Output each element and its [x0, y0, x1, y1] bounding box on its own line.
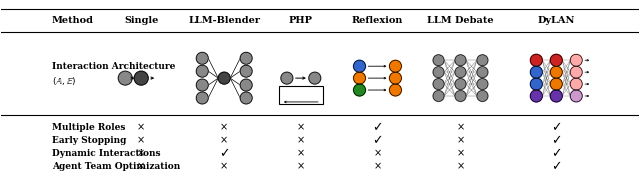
Text: ×: × — [456, 148, 465, 159]
Ellipse shape — [118, 71, 132, 85]
Ellipse shape — [281, 72, 293, 84]
Text: ✓: ✓ — [372, 121, 383, 134]
Ellipse shape — [196, 65, 208, 77]
Text: ×: × — [373, 148, 381, 159]
Ellipse shape — [455, 79, 466, 90]
Ellipse shape — [531, 90, 542, 102]
Text: ×: × — [137, 148, 145, 159]
Ellipse shape — [433, 79, 444, 90]
Text: ×: × — [137, 123, 145, 133]
Ellipse shape — [240, 52, 252, 64]
Text: Interaction Architecture: Interaction Architecture — [52, 62, 175, 71]
Text: Multiple Roles: Multiple Roles — [52, 123, 125, 132]
Ellipse shape — [570, 78, 582, 90]
Ellipse shape — [570, 90, 582, 102]
Ellipse shape — [196, 52, 208, 64]
Ellipse shape — [550, 78, 563, 90]
Ellipse shape — [455, 67, 466, 78]
Ellipse shape — [531, 66, 542, 78]
Text: ×: × — [373, 161, 381, 171]
Ellipse shape — [353, 72, 365, 84]
Text: ×: × — [137, 161, 145, 171]
Text: ×: × — [297, 136, 305, 146]
Ellipse shape — [240, 65, 252, 77]
Ellipse shape — [531, 78, 542, 90]
Ellipse shape — [433, 55, 444, 66]
Ellipse shape — [531, 54, 542, 66]
Ellipse shape — [309, 72, 321, 84]
Ellipse shape — [240, 92, 252, 104]
Text: DyLAN: DyLAN — [538, 16, 575, 25]
Ellipse shape — [550, 90, 563, 102]
Text: ×: × — [220, 136, 228, 146]
Text: ✓: ✓ — [372, 134, 383, 147]
Ellipse shape — [455, 55, 466, 66]
Ellipse shape — [218, 72, 230, 84]
Text: ×: × — [456, 161, 465, 171]
Text: ×: × — [297, 123, 305, 133]
Ellipse shape — [570, 66, 582, 78]
Ellipse shape — [477, 91, 488, 101]
Ellipse shape — [134, 71, 148, 85]
Text: Early Stopping: Early Stopping — [52, 136, 126, 145]
Ellipse shape — [196, 92, 208, 104]
Text: ×: × — [297, 161, 305, 171]
Ellipse shape — [196, 79, 208, 91]
Text: PHP: PHP — [289, 16, 313, 25]
Ellipse shape — [477, 55, 488, 66]
Ellipse shape — [477, 79, 488, 90]
Ellipse shape — [433, 67, 444, 78]
Ellipse shape — [240, 79, 252, 91]
Ellipse shape — [433, 91, 444, 101]
Text: Single: Single — [124, 16, 158, 25]
Ellipse shape — [455, 91, 466, 101]
Text: ×: × — [456, 123, 465, 133]
Ellipse shape — [353, 60, 365, 72]
Text: ×: × — [137, 136, 145, 146]
Text: ✓: ✓ — [551, 147, 561, 160]
Ellipse shape — [390, 72, 401, 84]
Text: ✓: ✓ — [551, 121, 561, 134]
Ellipse shape — [353, 84, 365, 96]
Ellipse shape — [550, 54, 563, 66]
Text: LLM Debate: LLM Debate — [427, 16, 494, 25]
Text: ✓: ✓ — [551, 134, 561, 147]
Text: Agent Team Optimization: Agent Team Optimization — [52, 162, 180, 171]
Text: ×: × — [297, 148, 305, 159]
Ellipse shape — [390, 84, 401, 96]
Text: Method: Method — [52, 16, 94, 25]
Text: Reflexion: Reflexion — [352, 16, 403, 25]
Ellipse shape — [477, 67, 488, 78]
Text: ✓: ✓ — [219, 147, 230, 160]
Text: ✓: ✓ — [551, 160, 561, 173]
Ellipse shape — [570, 54, 582, 66]
Text: ×: × — [220, 123, 228, 133]
Text: LLM-Blender: LLM-Blender — [188, 16, 260, 25]
Text: ×: × — [220, 161, 228, 171]
Text: ×: × — [456, 136, 465, 146]
Text: $(\mathbb{A}, \mathbb{E})$: $(\mathbb{A}, \mathbb{E})$ — [52, 75, 76, 87]
Ellipse shape — [390, 60, 401, 72]
Text: Dynamic Interactions: Dynamic Interactions — [52, 149, 160, 158]
Ellipse shape — [550, 66, 563, 78]
